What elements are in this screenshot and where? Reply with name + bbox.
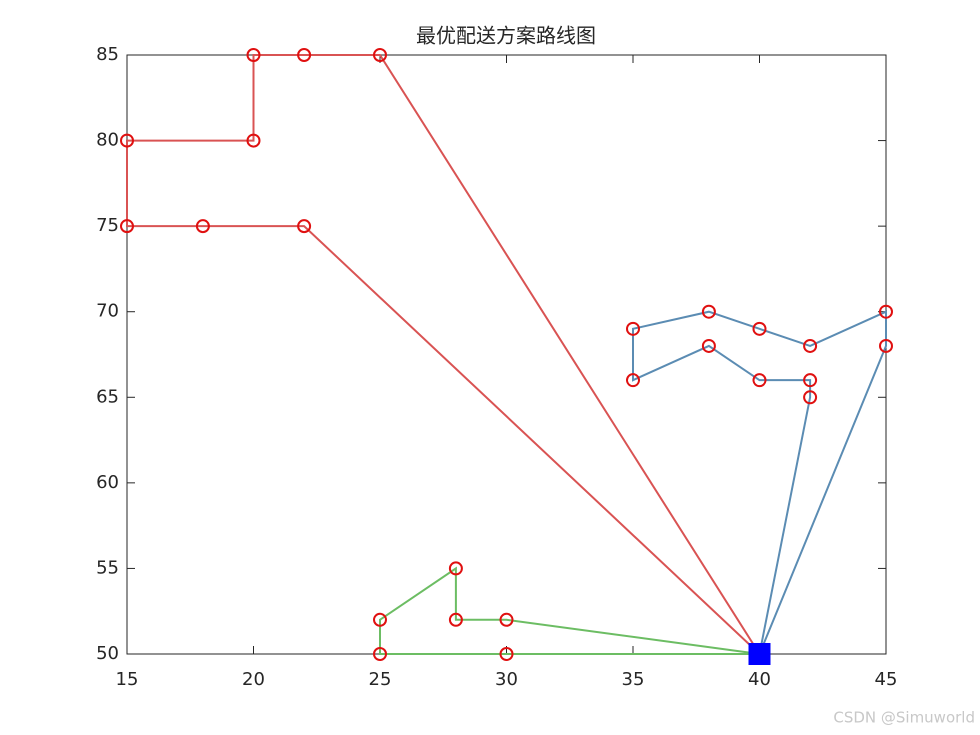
y-tick-label: 60 xyxy=(96,472,119,493)
y-tick-label: 80 xyxy=(96,130,119,151)
customer-marker xyxy=(626,321,640,336)
route-line xyxy=(379,566,760,655)
x-tick-label: 45 xyxy=(875,669,898,690)
customer-marker xyxy=(803,390,818,405)
customer-marker xyxy=(448,561,463,576)
x-tick-label: 15 xyxy=(116,669,139,690)
y-tick-label: 70 xyxy=(96,301,119,322)
customer-marker xyxy=(879,304,893,319)
customer-marker xyxy=(803,373,818,388)
customer-marker xyxy=(499,647,514,661)
customer-marker xyxy=(297,219,312,234)
customer-marker xyxy=(373,48,387,62)
chart-title: 最优配送方案路线图 xyxy=(416,24,596,48)
customer-marker xyxy=(373,647,387,661)
y-tick-label: 55 xyxy=(96,557,119,578)
x-tick-label: 40 xyxy=(748,669,771,690)
customer-marker xyxy=(120,133,134,148)
route-line xyxy=(126,54,761,655)
customer-marker xyxy=(879,338,893,353)
customer-marker xyxy=(626,373,640,388)
customer-marker xyxy=(752,373,767,388)
route-line xyxy=(632,310,887,655)
customer-marker xyxy=(499,612,514,627)
customer-marker xyxy=(448,612,463,627)
x-tick-label: 20 xyxy=(242,669,265,690)
customer-marker xyxy=(373,612,387,627)
x-tick-label: 35 xyxy=(622,669,645,690)
axes-box xyxy=(126,54,887,655)
x-tick-label: 30 xyxy=(495,669,518,690)
customer-marker xyxy=(803,338,818,353)
y-tick-label: 65 xyxy=(96,386,119,407)
watermark: CSDN @Simuworld xyxy=(833,709,975,727)
y-tick-label: 50 xyxy=(96,643,119,664)
customer-marker xyxy=(701,338,716,353)
customer-marker xyxy=(752,321,767,336)
customer-marker xyxy=(246,133,261,148)
x-tick-label: 25 xyxy=(369,669,392,690)
y-tick-label: 75 xyxy=(96,215,119,236)
customer-marker xyxy=(195,219,210,234)
depot-marker xyxy=(748,643,771,665)
customer-marker xyxy=(297,48,312,62)
customer-marker xyxy=(246,48,261,62)
y-tick-label: 85 xyxy=(96,44,119,65)
customer-marker xyxy=(120,219,134,234)
customer-marker xyxy=(701,304,716,319)
